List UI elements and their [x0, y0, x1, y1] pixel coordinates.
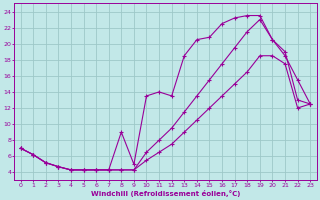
X-axis label: Windchill (Refroidissement éolien,°C): Windchill (Refroidissement éolien,°C) [91, 190, 240, 197]
